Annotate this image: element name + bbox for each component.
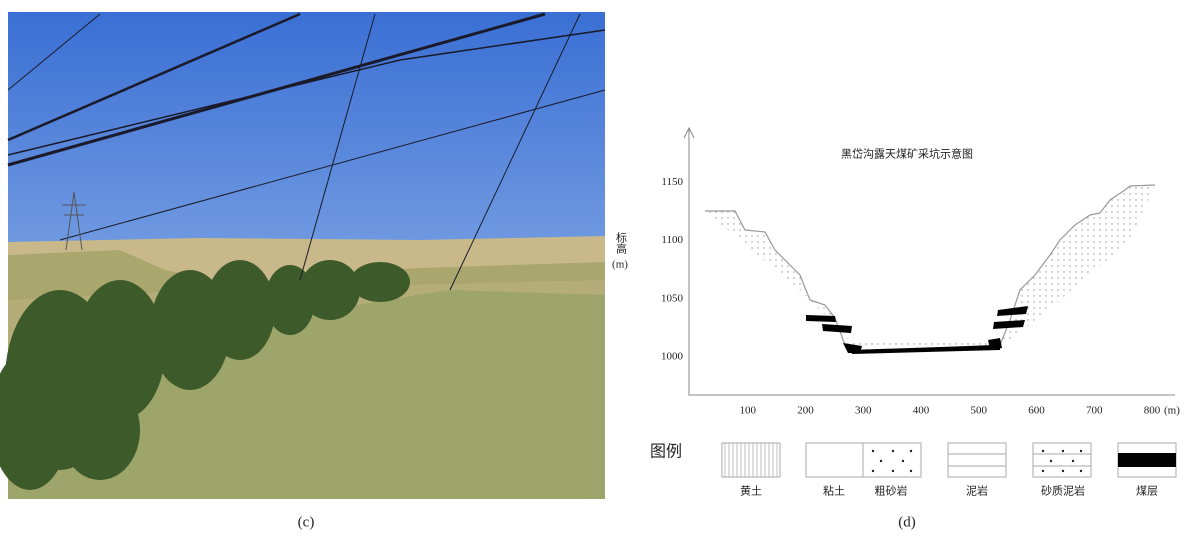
legend-label: 煤层 xyxy=(1136,485,1158,498)
x-tick-label: 400 xyxy=(913,405,930,417)
legend-title: 图例 xyxy=(650,443,682,461)
legend-dot xyxy=(1079,469,1083,473)
x-tick-label: 200 xyxy=(797,405,814,417)
legend-label: 泥岩 xyxy=(966,484,988,498)
legend-dot xyxy=(909,449,913,453)
legend-dot xyxy=(1071,459,1075,463)
legend-dot xyxy=(1041,469,1045,473)
legend-label: 粗砂岩 xyxy=(875,484,908,498)
legend-swatch xyxy=(721,442,781,478)
legend-label: 粘土 xyxy=(823,484,845,498)
x-tick-label: 100 xyxy=(740,405,757,417)
tree xyxy=(350,262,410,302)
power-line xyxy=(299,13,376,281)
legend-dot xyxy=(1061,449,1065,453)
power-line xyxy=(7,13,101,91)
coal-seam xyxy=(988,338,1002,350)
diagram: 黑岱沟露天煤矿采坑示意图 标高 (m) 图例 1000 1050 1100 1150 1… xyxy=(612,126,1180,498)
power-line xyxy=(449,13,581,291)
power-line xyxy=(7,12,301,142)
legend-item: 泥岩 xyxy=(947,442,1007,498)
caption: (d) xyxy=(898,514,916,530)
y-axis-unit: (m) xyxy=(612,259,628,271)
legend-dot xyxy=(871,449,875,453)
legend-swatch xyxy=(805,442,865,478)
legend-dot xyxy=(891,469,895,473)
axis-arrow xyxy=(683,126,695,139)
coal-seam xyxy=(997,306,1028,316)
legend-item: 粘土 xyxy=(805,442,865,498)
legend-dot xyxy=(891,449,895,453)
y-tick-label: 1050 xyxy=(661,292,684,304)
pylon xyxy=(62,191,86,251)
legend-label: 黄土 xyxy=(740,484,762,498)
x-tick-label: 700 xyxy=(1086,405,1103,417)
legend-item: 砂质泥岩 xyxy=(1032,442,1092,498)
caption: (c) xyxy=(298,514,315,530)
power-line xyxy=(59,89,606,241)
coal-seam xyxy=(850,345,1000,354)
legend-dot xyxy=(879,459,883,463)
power-line xyxy=(7,29,606,156)
x-tick-label: 300 xyxy=(855,405,872,417)
legend-label: 砂质泥岩 xyxy=(1041,484,1085,498)
tree xyxy=(205,260,275,360)
legend-item: 黄土 xyxy=(721,442,781,498)
legend-dot xyxy=(1079,449,1083,453)
legend-dot xyxy=(1061,469,1065,473)
y-axis xyxy=(688,128,1175,396)
x-tick-label: 800 xyxy=(1144,405,1161,417)
legend-item: 煤层 xyxy=(1117,442,1177,498)
legend-swatch xyxy=(862,442,922,478)
coal-seam xyxy=(806,315,836,322)
pit-fill xyxy=(705,185,1155,352)
y-tick-label: 1000 xyxy=(661,351,684,363)
diagram-title: 黑岱沟露天煤矿采坑示意图 xyxy=(841,147,973,161)
y-axis-label: 标高 xyxy=(614,231,627,255)
y-tick-label: 1100 xyxy=(661,234,683,246)
legend-swatch xyxy=(1032,442,1092,478)
legend-dot xyxy=(1049,459,1053,463)
legend-dot xyxy=(871,469,875,473)
coal-seam xyxy=(993,320,1025,329)
x-tick-label: 600 xyxy=(1028,405,1045,417)
x-axis-unit: (m) xyxy=(1164,405,1180,417)
tree xyxy=(60,380,140,480)
tree xyxy=(300,260,360,320)
legend-coal xyxy=(1118,453,1176,467)
legend-swatch xyxy=(947,442,1007,478)
x-tick-label: 500 xyxy=(971,405,988,417)
legend-item: 粗砂岩 xyxy=(862,442,922,498)
photo xyxy=(0,12,606,499)
legend-dot xyxy=(901,459,905,463)
legend-dot xyxy=(1041,449,1045,453)
coal-seam xyxy=(822,324,852,333)
tree xyxy=(0,350,70,490)
legend-dot xyxy=(909,469,913,473)
y-tick-label: 1150 xyxy=(661,176,683,188)
